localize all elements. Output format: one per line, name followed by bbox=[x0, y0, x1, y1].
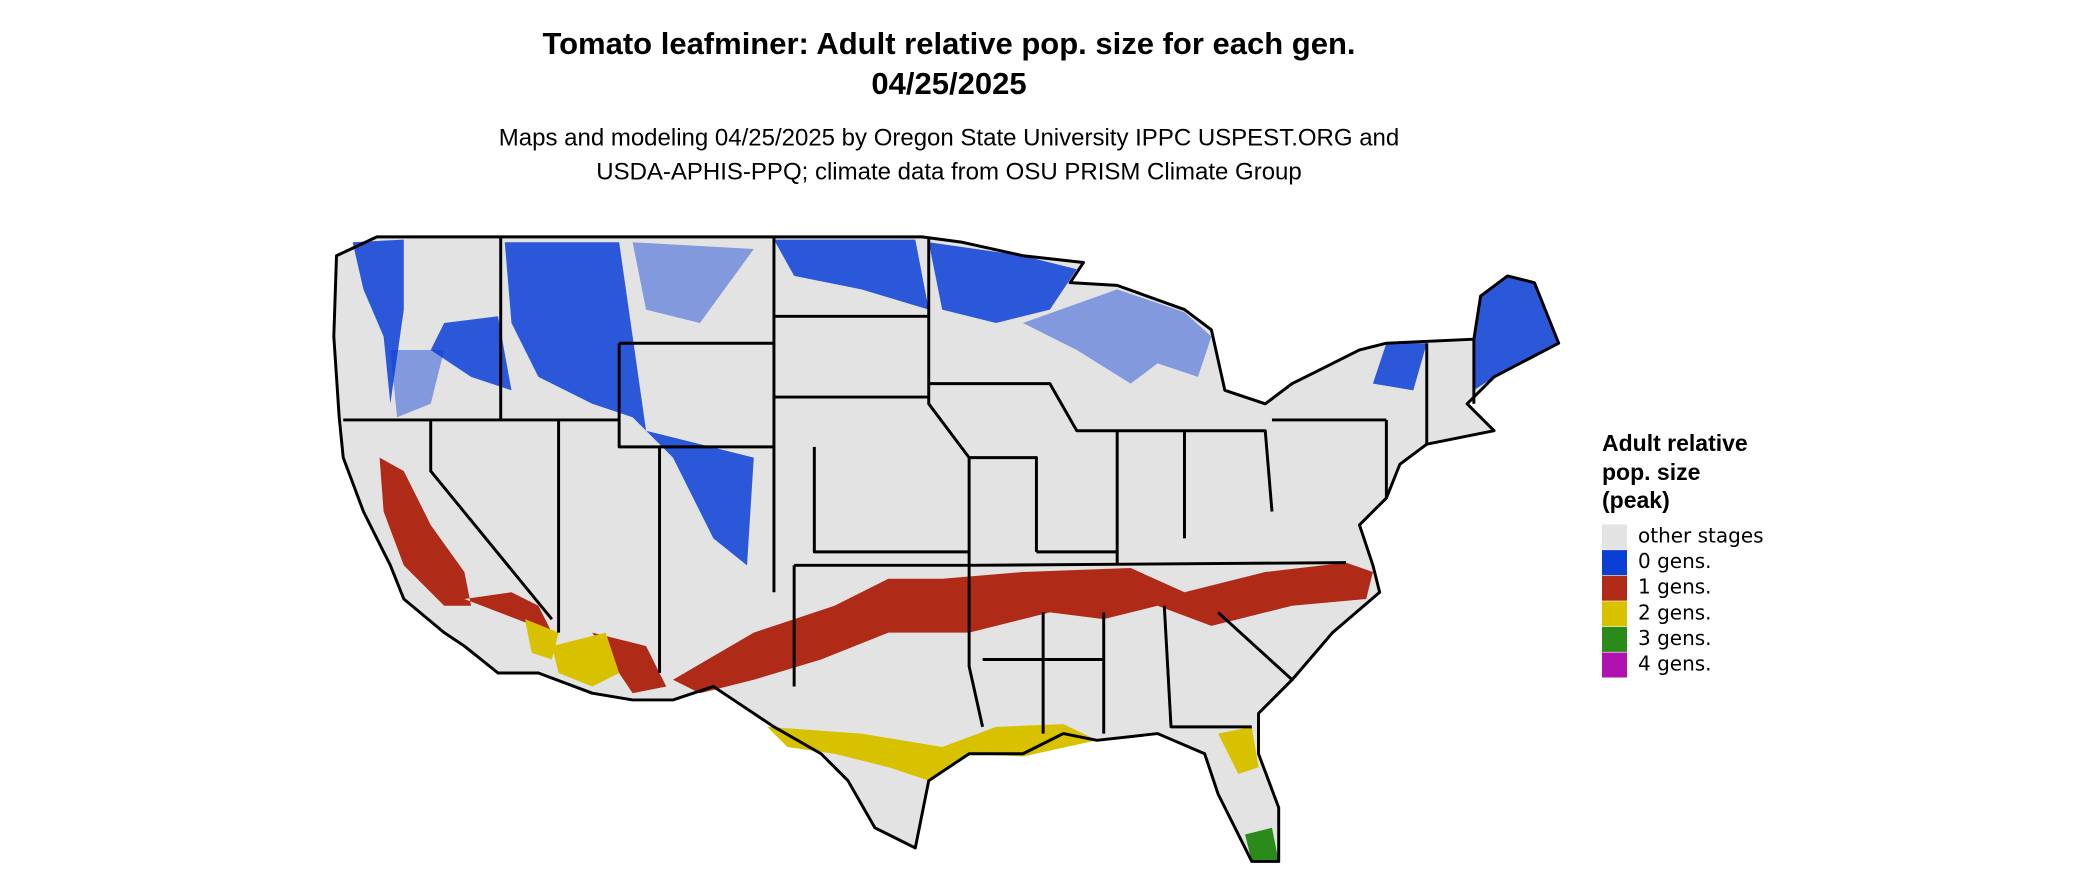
region-0-gens bbox=[352, 239, 1559, 566]
legend-label: 0 gens. bbox=[1638, 549, 1712, 573]
legend-title: Adult relative bbox=[1602, 430, 1748, 456]
date: 04/25/2025 bbox=[871, 66, 1026, 101]
subtitle: USDA-APHIS-PPQ; climate data from OSU PR… bbox=[596, 158, 1302, 185]
legend-label: 3 gens. bbox=[1638, 626, 1712, 650]
legend-label: other stages bbox=[1638, 524, 1764, 548]
legend-swatch bbox=[1602, 524, 1627, 550]
legend-label: 2 gens. bbox=[1638, 600, 1712, 624]
legend-swatch bbox=[1602, 550, 1627, 576]
legend-title: (peak) bbox=[1602, 487, 1670, 513]
region-2-gens bbox=[524, 619, 1259, 781]
title: Tomato leafminer: Adult relative pop. si… bbox=[542, 26, 1355, 61]
subtitle: Maps and modeling 04/25/2025 by Oregon S… bbox=[499, 124, 1399, 151]
legend-title: pop. size bbox=[1602, 459, 1700, 485]
map bbox=[332, 235, 1561, 863]
us-outline bbox=[332, 235, 1561, 863]
legend-label: 4 gens. bbox=[1638, 652, 1712, 676]
legend-swatch bbox=[1602, 652, 1627, 678]
legend-swatch bbox=[1602, 575, 1627, 601]
legend: Adult relative pop. size (peak) other st… bbox=[1602, 430, 1764, 678]
legend-swatch bbox=[1602, 626, 1627, 652]
state-borders bbox=[343, 236, 1476, 734]
region-0-gens-light bbox=[390, 242, 1212, 418]
legend-label: 1 gens. bbox=[1638, 575, 1712, 599]
legend-swatch bbox=[1602, 601, 1627, 627]
region-3-gens bbox=[1245, 827, 1279, 862]
